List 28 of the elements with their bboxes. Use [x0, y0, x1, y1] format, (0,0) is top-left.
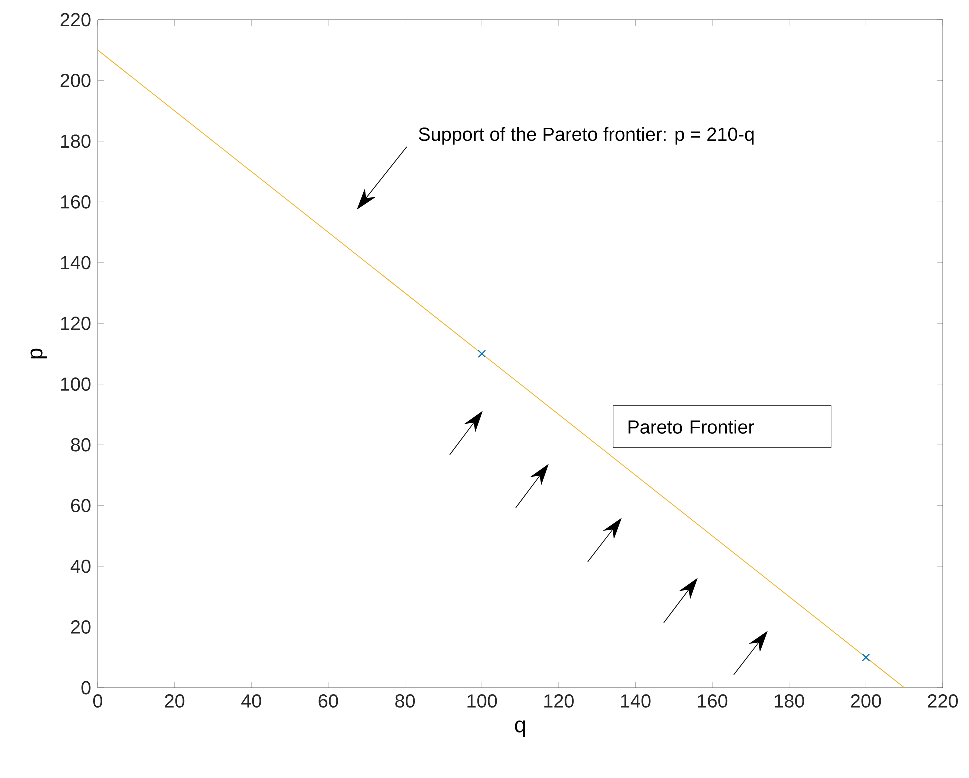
x-tick-label: 220 [928, 694, 958, 708]
y-tick-label: 40 [70, 560, 91, 574]
y-tick-label: 20 [71, 620, 91, 634]
x-tick-label: 160 [698, 694, 728, 708]
y-tick-label: 180 [61, 134, 91, 148]
x-tick-label: 140 [621, 694, 651, 708]
x-tick-label: 20 [165, 694, 185, 708]
y-tick-label: 160 [61, 195, 91, 209]
x-tick-label: 60 [318, 694, 338, 708]
annotation: Pareto Frontier [628, 420, 754, 434]
x-tick-label: 0 [93, 694, 103, 708]
y-tick-label: 200 [60, 74, 91, 88]
y-tick-label: 120 [61, 316, 91, 330]
y-tick-label: 80 [71, 438, 91, 452]
x-tick-label: 180 [775, 694, 804, 708]
y-tick-label: 60 [71, 499, 91, 513]
x-tick-label: 120 [544, 694, 574, 708]
x-tick-label: 200 [851, 694, 882, 708]
x-axis-title: q [515, 720, 526, 738]
x-tick-label: 40 [242, 694, 262, 708]
y-tick-label: 140 [61, 256, 91, 270]
x-tick-label: 100 [468, 694, 498, 708]
x-tick-label: 80 [396, 694, 416, 708]
annotation: Support of the Pareto frontier: p = 210-q [419, 127, 754, 145]
y-tick-label: 100 [61, 378, 91, 392]
y-axis-title: p [30, 348, 48, 359]
y-tick-label: 0 [82, 681, 91, 695]
y-tick-label: 220 [60, 13, 91, 27]
